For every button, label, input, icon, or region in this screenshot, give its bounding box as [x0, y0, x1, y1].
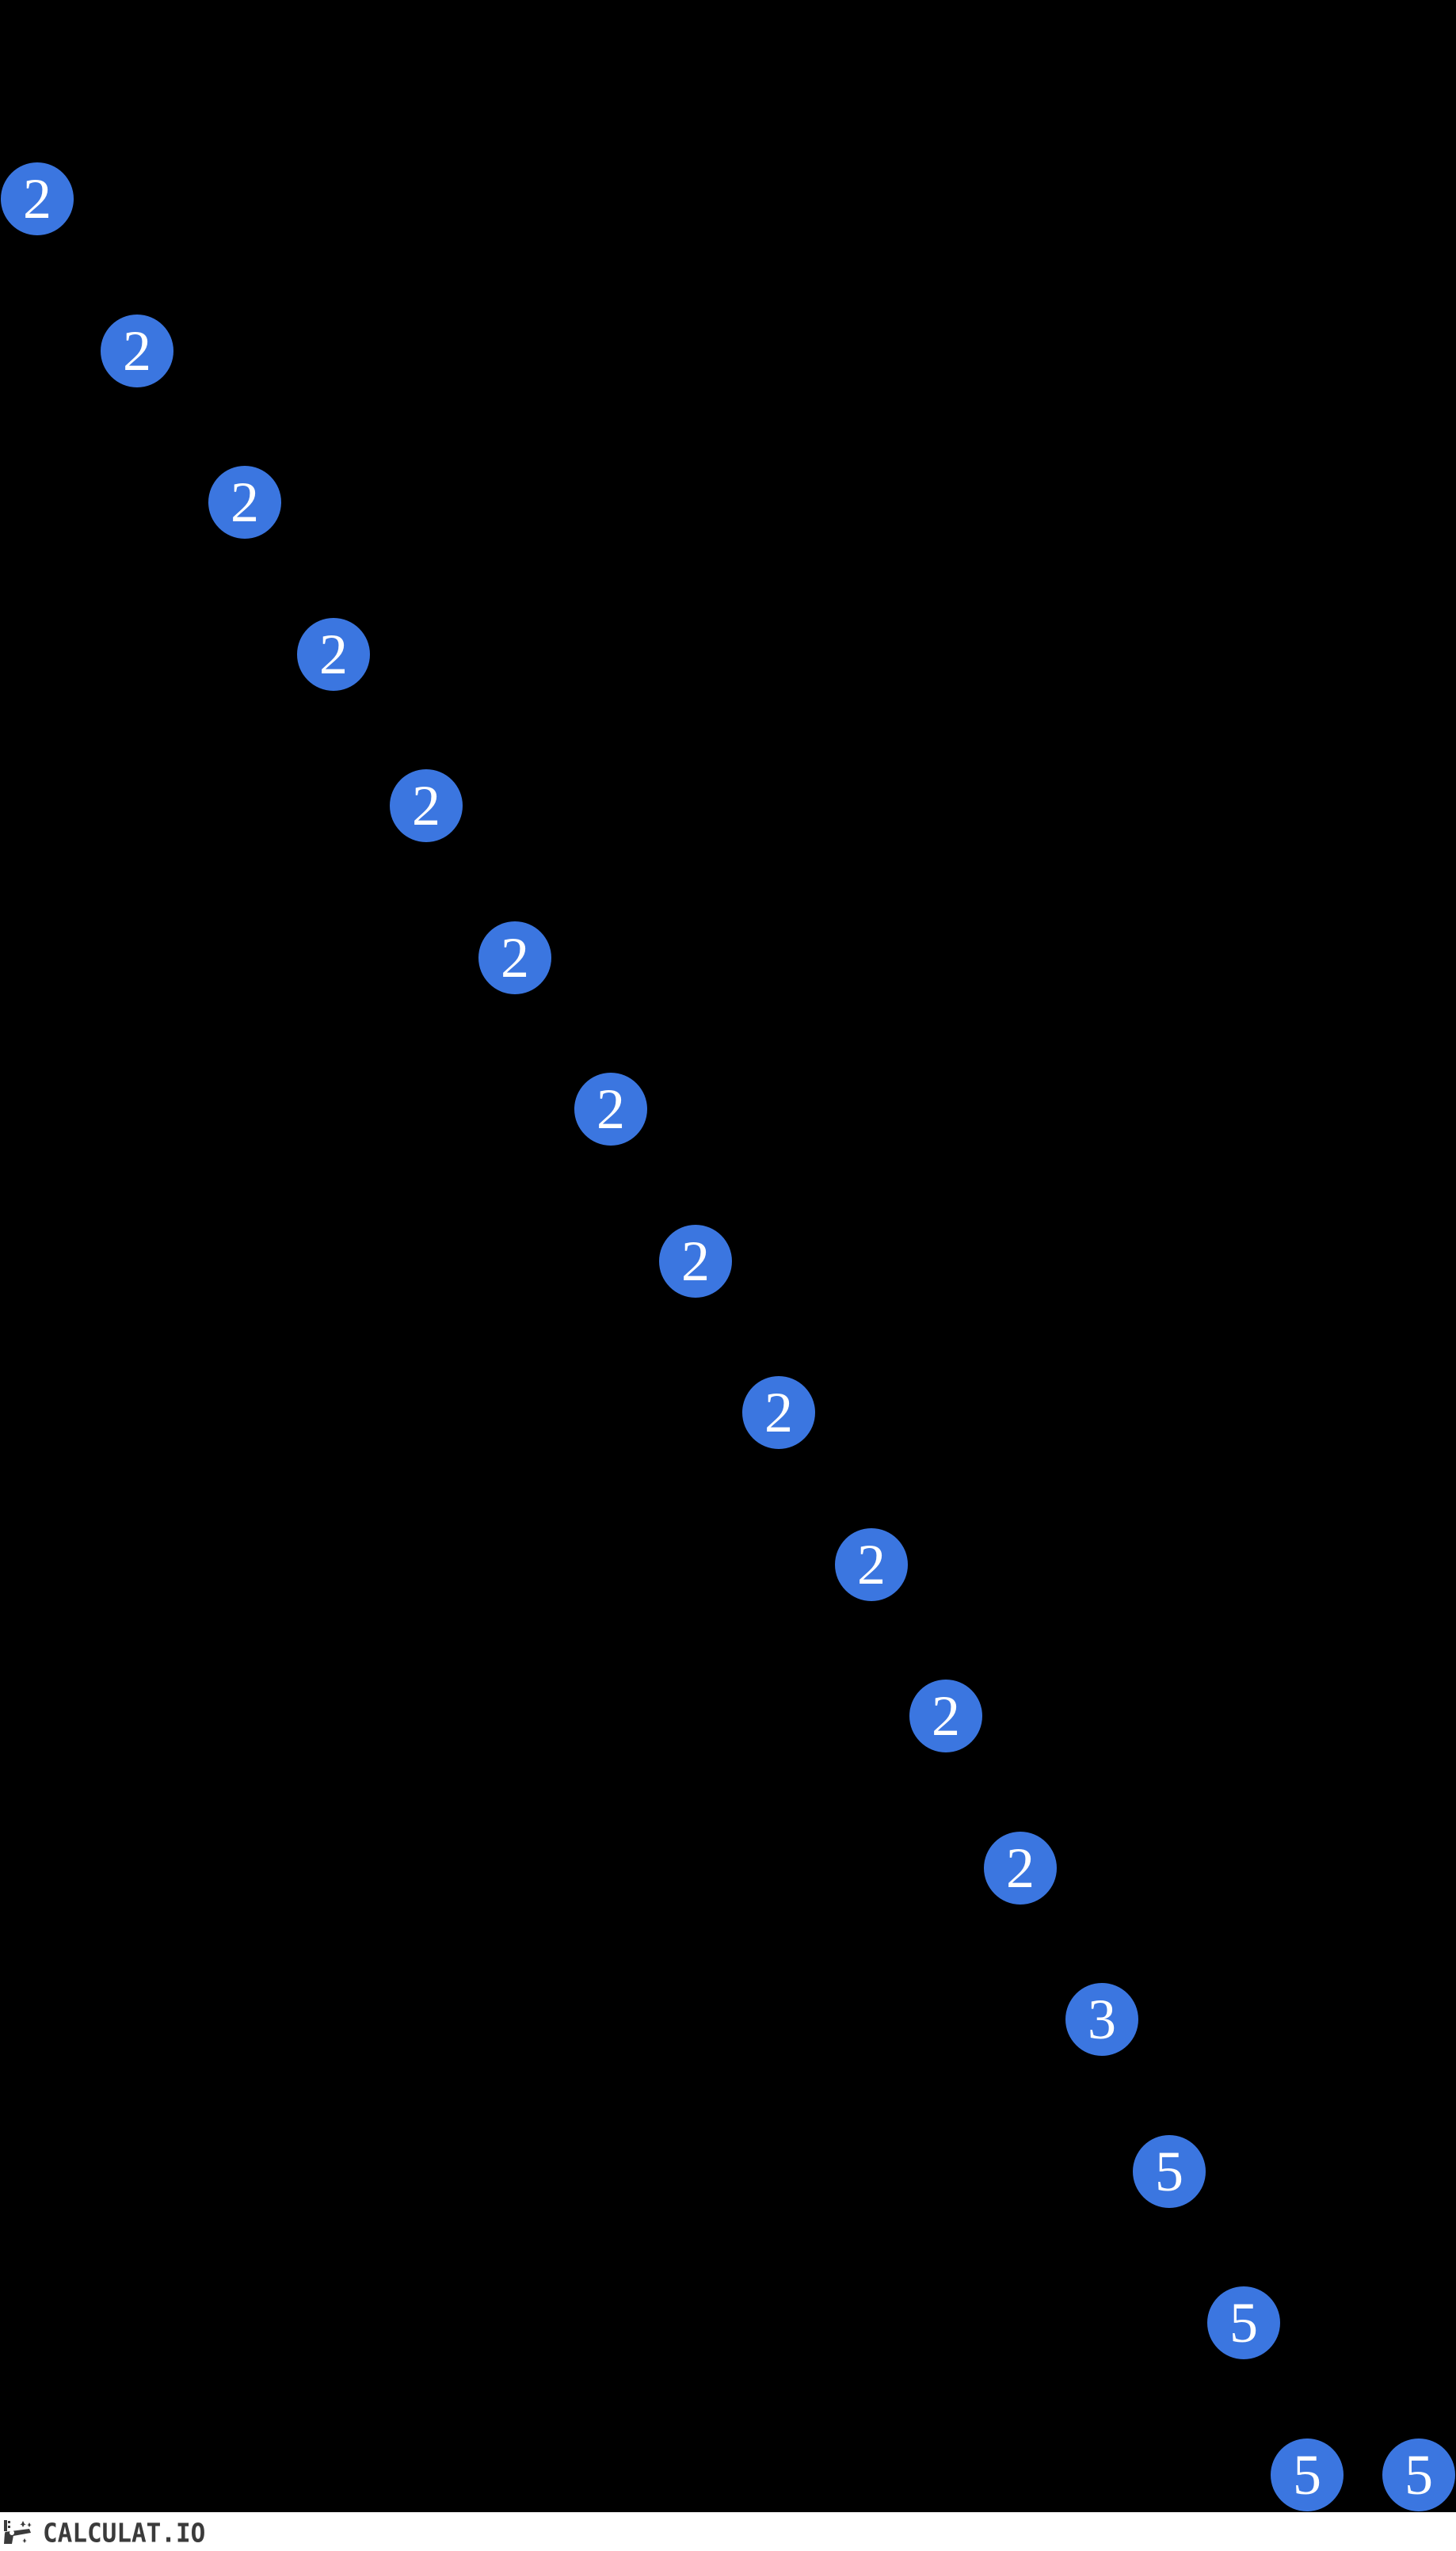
- prime-factor-node: 5: [1207, 2286, 1280, 2359]
- prime-factor-node: 5: [1382, 2439, 1455, 2511]
- prime-factor-node: 2: [574, 1073, 647, 1146]
- calculator-icon: [4, 2520, 32, 2544]
- prime-factor-node: 2: [742, 1376, 815, 1449]
- prime-factor-node: 5: [1271, 2439, 1344, 2511]
- prime-factor-node: 2: [1, 162, 74, 235]
- watermark-text: CALCULAT.IO: [43, 2519, 206, 2549]
- prime-factor-node: 2: [659, 1225, 732, 1298]
- prime-factor-node: 2: [208, 466, 281, 539]
- prime-factor-node: 2: [101, 315, 173, 387]
- prime-factor-node: 2: [390, 769, 463, 842]
- prime-factor-node: 2: [909, 1680, 982, 1752]
- bottom-strip: [0, 2512, 1456, 2551]
- prime-factor-node: 2: [835, 1528, 908, 1601]
- prime-factor-node: 2: [297, 618, 370, 691]
- prime-factor-node: 2: [984, 1832, 1057, 1905]
- prime-factor-node: 3: [1065, 1983, 1138, 2056]
- prime-factor-node: 2: [478, 921, 551, 994]
- prime-factor-node: 5: [1133, 2135, 1206, 2208]
- watermark: CALCULAT.IO: [2, 2519, 206, 2549]
